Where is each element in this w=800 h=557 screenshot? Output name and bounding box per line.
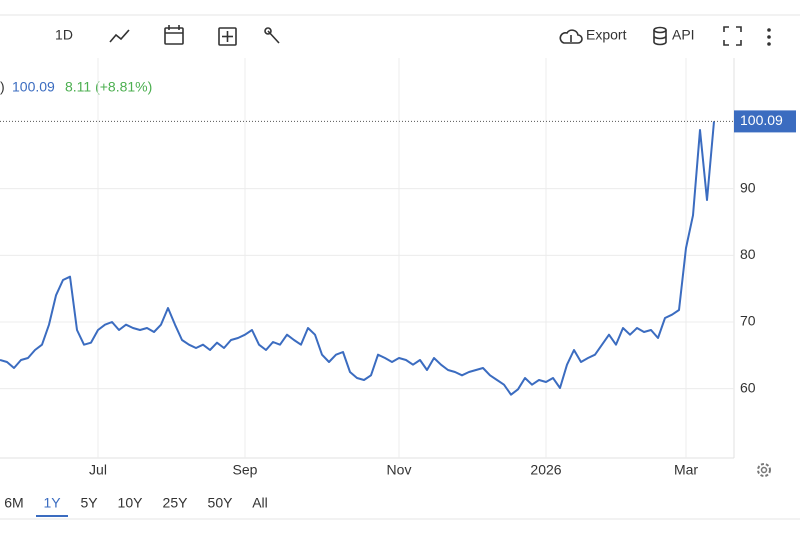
y-tick-label: 70 xyxy=(740,313,756,329)
interval-button[interactable]: 1D xyxy=(55,27,73,43)
x-tick-label: 2026 xyxy=(530,462,561,478)
export-icon[interactable] xyxy=(559,29,583,44)
fullscreen-icon[interactable] xyxy=(723,26,742,46)
x-tick-label: Sep xyxy=(233,462,258,478)
last-value-box xyxy=(734,110,796,133)
y-tick-label: 80 xyxy=(740,246,756,262)
settings-wrench-icon[interactable] xyxy=(264,27,280,44)
range-button[interactable]: 25Y xyxy=(163,495,189,511)
range-button[interactable]: 1Y xyxy=(43,495,61,511)
calendar-icon[interactable] xyxy=(164,25,184,45)
legend-last-value: 100.09 xyxy=(12,79,55,95)
x-tick-label: Mar xyxy=(674,462,698,478)
api-button[interactable]: API xyxy=(672,27,695,43)
legend-name: ) xyxy=(0,79,5,95)
last-value-label: 100.09 xyxy=(740,112,783,128)
legend-change: 8.11 (+8.81%) xyxy=(65,79,152,95)
export-button[interactable]: Export xyxy=(586,27,627,43)
price-line xyxy=(0,121,715,396)
x-tick-label: Jul xyxy=(89,462,107,478)
line-type-icon[interactable] xyxy=(109,29,130,43)
x-tick-label: Nov xyxy=(387,462,412,478)
range-button[interactable]: 5Y xyxy=(80,495,98,511)
gear-icon[interactable] xyxy=(757,463,771,477)
range-button[interactable]: 6M xyxy=(4,495,23,511)
api-icon[interactable] xyxy=(653,26,667,46)
more-menu[interactable] xyxy=(767,28,771,46)
add-icon[interactable] xyxy=(218,27,237,46)
y-tick-label: 60 xyxy=(740,379,756,395)
range-button[interactable]: 10Y xyxy=(118,495,144,511)
range-button[interactable]: All xyxy=(252,495,268,511)
y-tick-label: 90 xyxy=(740,179,756,195)
range-button[interactable]: 50Y xyxy=(208,495,234,511)
